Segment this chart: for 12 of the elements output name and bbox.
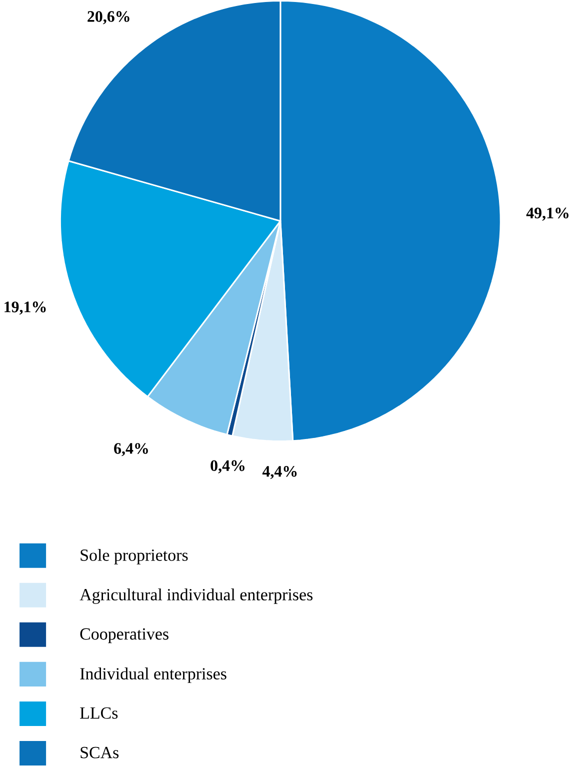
data-label: 19,1% [4, 302, 46, 315]
legend-label: Sole proprietors [80, 548, 188, 564]
data-label: 49,1% [526, 208, 568, 221]
legend-label: LLCs [80, 707, 118, 719]
legend-label: SCAs [80, 746, 118, 758]
data-label: 0,4% [210, 460, 244, 474]
legend-label: Individual enterprises [80, 668, 226, 683]
legend-label: Cooperatives [80, 628, 168, 644]
legend-label: Agricultural individual enterprises [80, 588, 312, 604]
data-label: 4,4% [262, 466, 296, 480]
data-label: 6,4% [114, 443, 148, 456]
data-label: 20,6% [87, 11, 130, 24]
